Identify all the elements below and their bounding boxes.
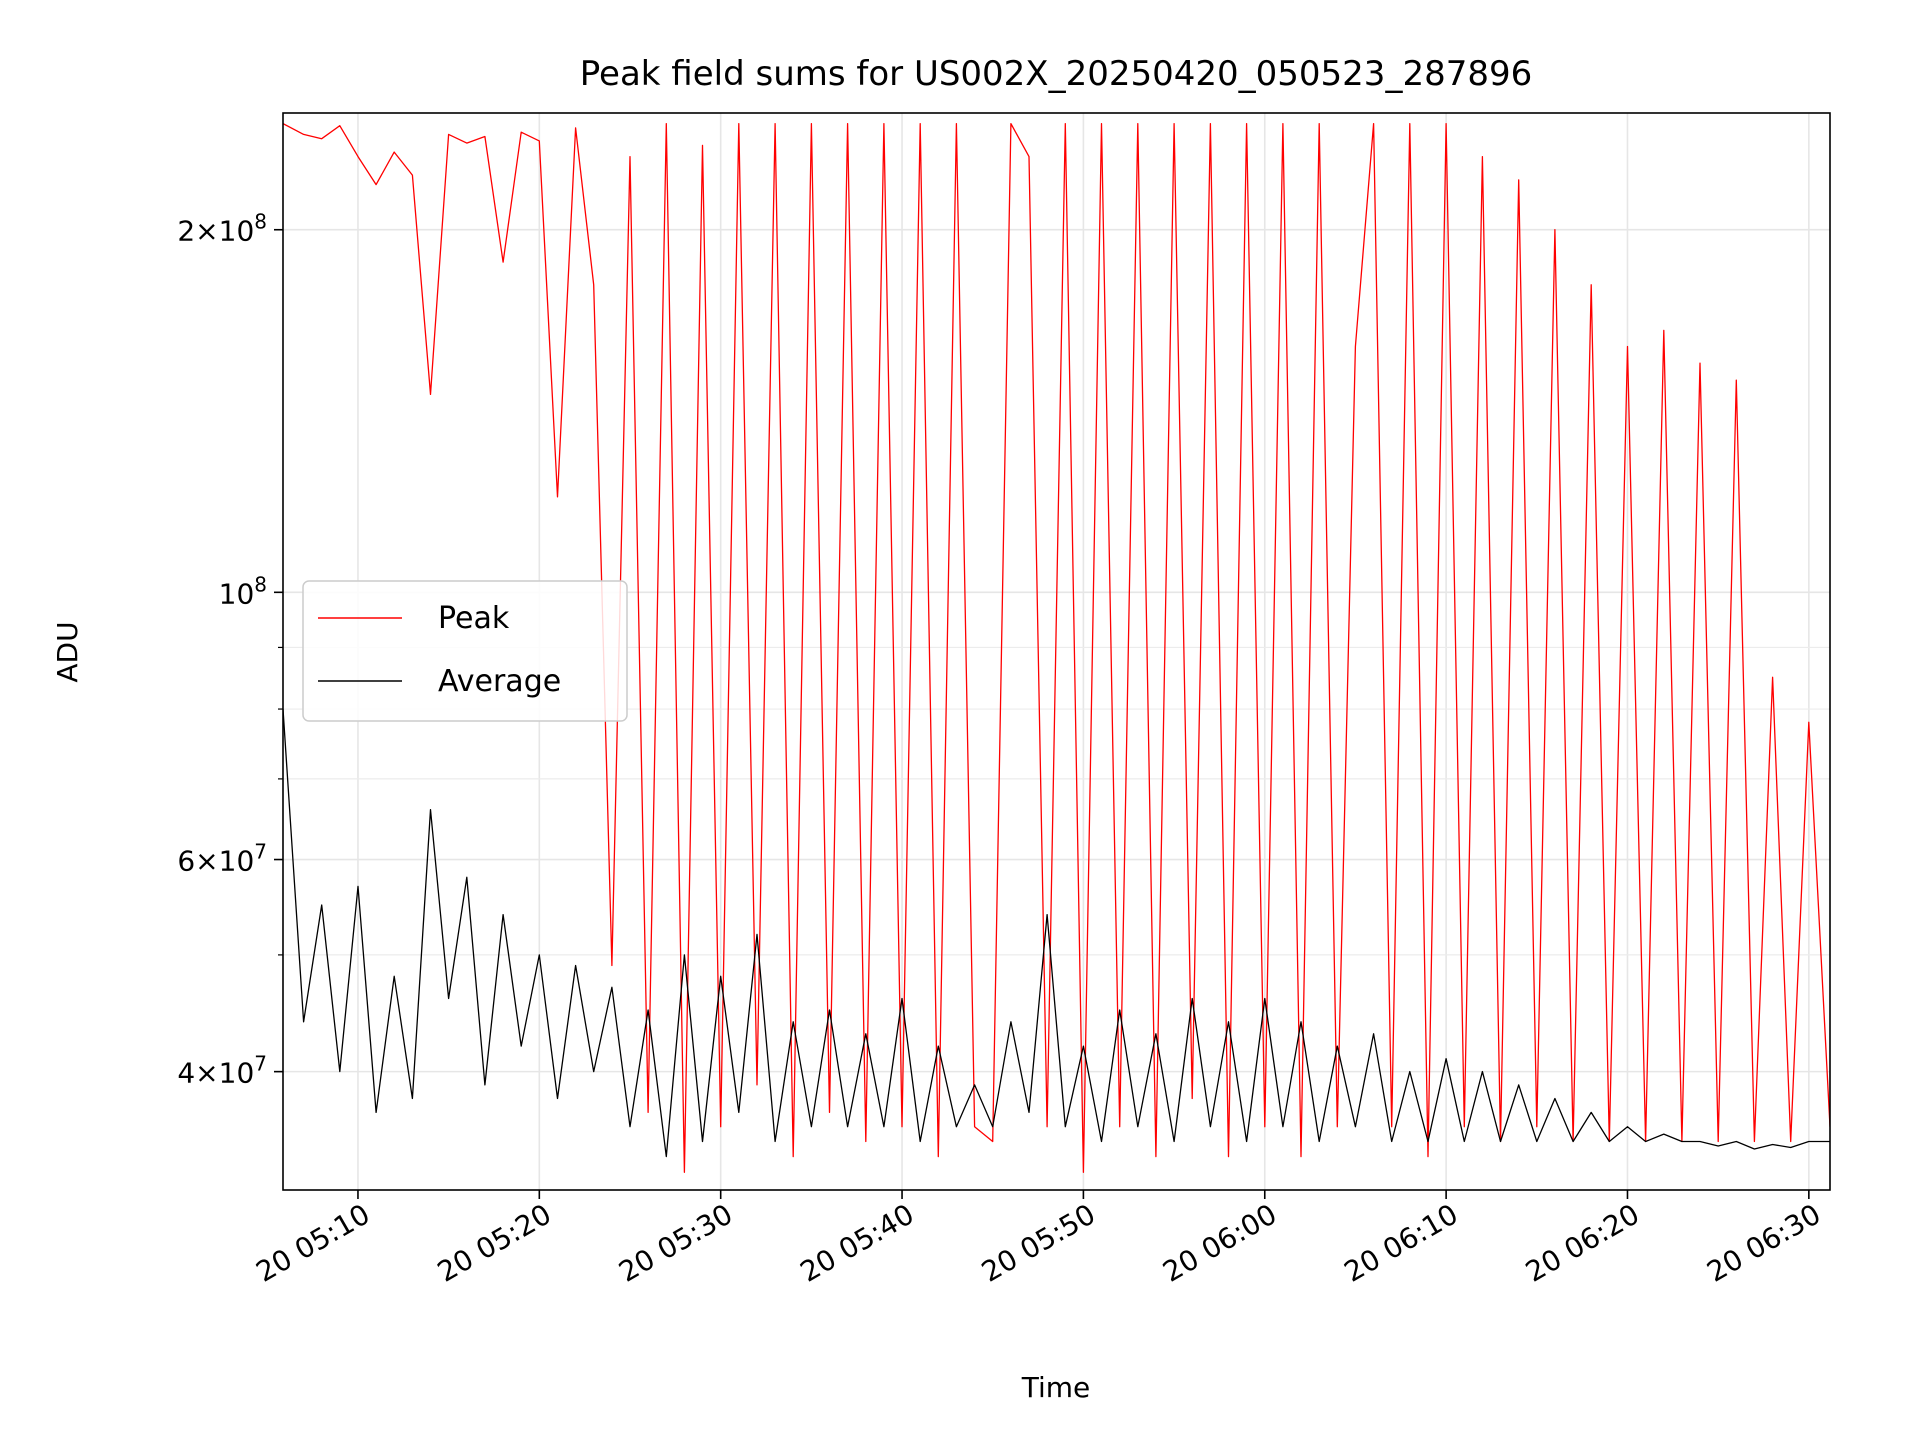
legend: Peak Average (302, 580, 628, 722)
chart-title: Peak field sums for US002X_20250420_0505… (580, 54, 1532, 94)
legend-label-peak: Peak (438, 601, 510, 636)
series-layer (283, 122, 1830, 1173)
plot-frame (282, 112, 1831, 1191)
legend-label-average: Average (438, 664, 561, 699)
y-tick-label: 6×107 (177, 840, 267, 878)
legend-box (302, 580, 628, 722)
x-axis-label: Time (1021, 1371, 1091, 1404)
series-line-peak (283, 122, 1830, 1173)
y-axis-label: ADU (51, 621, 84, 682)
y-tick-label: 4×107 (177, 1052, 267, 1090)
y-tick-label: 2×108 (177, 210, 267, 248)
plot-area (283, 122, 1830, 1173)
series-line-average (283, 708, 1830, 1158)
